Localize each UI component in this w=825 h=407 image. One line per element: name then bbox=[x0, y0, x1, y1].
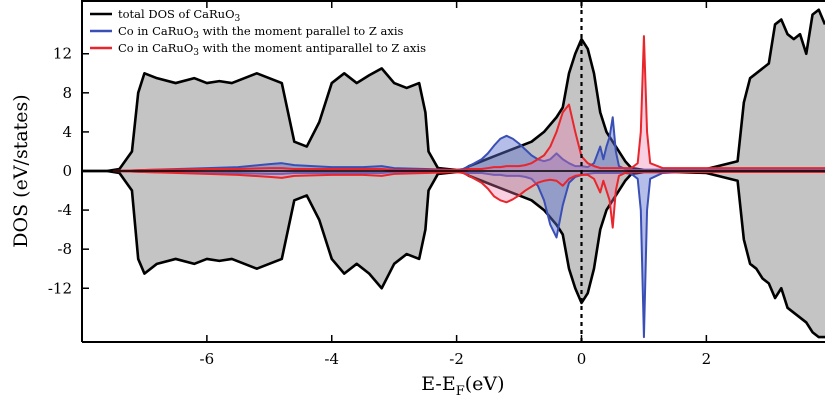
legend-label-suffix: with the moment antiparallel to Z axis bbox=[199, 41, 426, 55]
legend-label-suffix: with the moment parallel to Z axis bbox=[199, 24, 404, 38]
series-co_anti bbox=[113, 35, 825, 229]
series-total-up-fill bbox=[82, 9, 825, 171]
legend-label-sub: 3 bbox=[193, 31, 199, 41]
series-total-up-line bbox=[82, 8, 825, 173]
legend-label: total DOS of CaRuO3 bbox=[118, 7, 241, 24]
series-total-down-line bbox=[82, 169, 825, 339]
series-co_anti-down-line bbox=[113, 170, 825, 229]
x-tick-label: -4 bbox=[324, 350, 339, 368]
legend-entry-co_anti: Co in CaRuO3 with the moment antiparalle… bbox=[90, 41, 426, 58]
series-co_par-down-line bbox=[113, 170, 825, 339]
x-tick-label: 0 bbox=[577, 350, 587, 368]
y-tick-label: 12 bbox=[53, 45, 72, 63]
x-axis-title-sub: F bbox=[456, 384, 465, 399]
series-co_anti-up-line bbox=[113, 35, 825, 172]
x-axis-title-unit: (eV) bbox=[465, 373, 505, 395]
legend-label-main: Co in CaRuO bbox=[118, 41, 193, 55]
series-total-down-fill bbox=[82, 171, 825, 338]
series-total bbox=[82, 8, 825, 339]
legend-label-main: Co in CaRuO bbox=[118, 24, 193, 38]
legend-entry-total: total DOS of CaRuO3 bbox=[90, 7, 241, 24]
y-tick-label: 8 bbox=[62, 84, 72, 102]
y-tick-label: -12 bbox=[48, 279, 72, 297]
series-co_par-up-line bbox=[113, 116, 825, 172]
series-co_par bbox=[113, 116, 825, 339]
x-tick-label: 2 bbox=[702, 350, 712, 368]
legend-label-sub: 3 bbox=[193, 48, 199, 58]
legend-label-main: total DOS of CaRuO bbox=[118, 7, 235, 21]
legend-label-sub: 3 bbox=[235, 14, 241, 24]
y-tick-label: 4 bbox=[62, 123, 72, 141]
y-tick-label: -4 bbox=[57, 201, 72, 219]
x-tick-label: -2 bbox=[449, 350, 464, 368]
x-tick-label: -6 bbox=[200, 350, 215, 368]
x-axis-title: E-EF(eV) bbox=[421, 373, 504, 399]
x-axis-title-main: E-E bbox=[421, 373, 456, 395]
legend-label: Co in CaRuO3 with the moment parallel to… bbox=[118, 24, 404, 41]
legend-entry-co_par: Co in CaRuO3 with the moment parallel to… bbox=[90, 24, 404, 41]
y-axis-title: DOS (eV/states) bbox=[10, 94, 32, 247]
y-tick-label: 0 bbox=[62, 162, 72, 180]
y-tick-label: -8 bbox=[57, 240, 72, 258]
legend-label: Co in CaRuO3 with the moment antiparalle… bbox=[118, 41, 426, 58]
